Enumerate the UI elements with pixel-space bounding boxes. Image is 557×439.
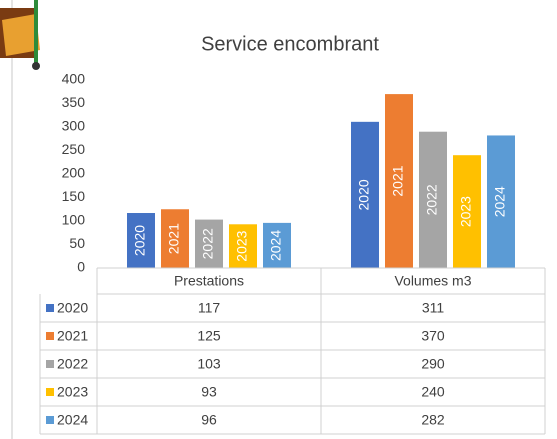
bar-label: 2022 xyxy=(424,184,440,215)
page: {"chart_data": {"type": "bar", "title": … xyxy=(0,0,557,439)
bin-icon xyxy=(0,0,40,70)
y-tick-label: 200 xyxy=(62,165,86,181)
legend-label: 2022 xyxy=(57,356,88,372)
y-tick-label: 350 xyxy=(62,94,86,110)
legend-swatch xyxy=(46,388,54,396)
y-tick-label: 0 xyxy=(77,259,85,275)
bar-label: 2020 xyxy=(356,179,372,210)
table-value: 125 xyxy=(197,328,221,344)
table-value: 93 xyxy=(201,384,217,400)
x-tick-label: Prestations xyxy=(174,273,244,289)
table-value: 103 xyxy=(197,356,221,372)
bar-label: 2024 xyxy=(492,186,508,217)
legend-swatch xyxy=(46,332,54,340)
bar-label: 2021 xyxy=(390,165,406,196)
table-value: 240 xyxy=(421,384,445,400)
table-value: 96 xyxy=(201,412,217,428)
bar-label: 2022 xyxy=(200,228,216,259)
y-tick-label: 300 xyxy=(62,118,86,134)
y-tick-label: 100 xyxy=(62,212,86,228)
table-value: 282 xyxy=(421,412,445,428)
y-tick-label: 50 xyxy=(69,235,85,251)
y-tick-label: 400 xyxy=(62,71,86,87)
legend-swatch xyxy=(46,416,54,424)
legend-label: 2020 xyxy=(57,300,88,316)
y-tick-label: 150 xyxy=(62,188,86,204)
bar-label: 2023 xyxy=(234,230,250,261)
bar-label: 2020 xyxy=(132,225,148,256)
x-tick-label: Volumes m3 xyxy=(394,273,471,289)
legend-label: 2021 xyxy=(57,328,88,344)
table-value: 117 xyxy=(198,300,221,316)
bar-label: 2021 xyxy=(166,223,182,254)
y-tick-label: 250 xyxy=(62,141,86,157)
legend-swatch xyxy=(46,360,54,368)
legend-swatch xyxy=(46,304,54,312)
table-value: 311 xyxy=(422,300,445,316)
table-value: 290 xyxy=(421,356,445,372)
bar-label: 2023 xyxy=(458,196,474,227)
bar-label: 2024 xyxy=(268,230,284,261)
chart: Service encombrant 0 50 100 150 200 250 300 350… xyxy=(0,0,557,439)
legend-label: 2024 xyxy=(57,412,88,428)
legend-label: 2023 xyxy=(57,384,88,400)
chart-title: Service encombrant xyxy=(201,33,379,55)
table-value: 370 xyxy=(421,328,445,344)
